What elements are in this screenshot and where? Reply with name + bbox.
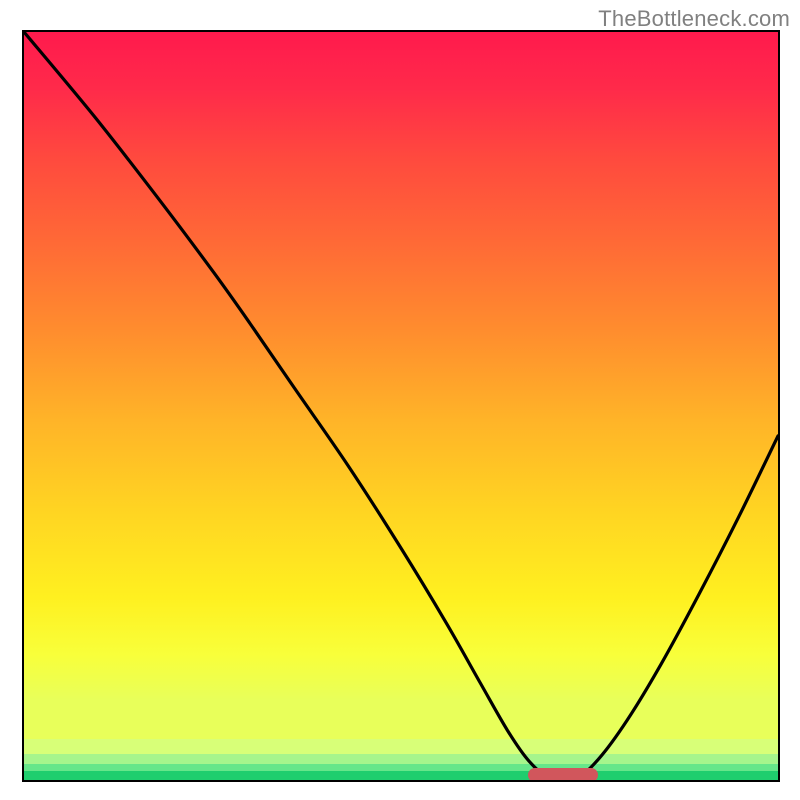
canvas: TheBottleneck.com [0, 0, 800, 800]
plot-background [24, 32, 778, 780]
bottleneck-curve [24, 32, 778, 780]
optimal-marker [528, 768, 598, 780]
watermark-text: TheBottleneck.com [598, 6, 790, 32]
curve-path [24, 32, 778, 777]
